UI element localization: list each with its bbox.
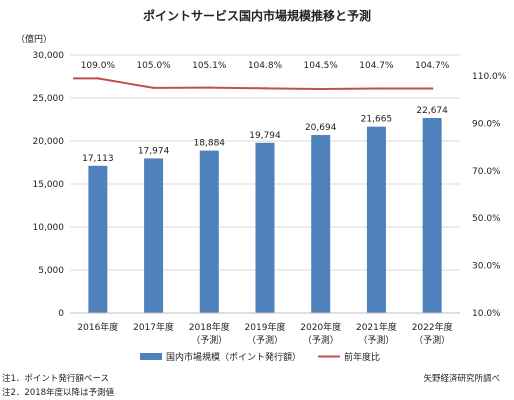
x-axis-tick-sublabel: （予測） <box>191 334 227 346</box>
line-data-label: 105.0% <box>136 61 171 71</box>
left-axis-tick-label: 15,000 <box>33 180 65 190</box>
footnote-2: 注2．2018年度以降は予測値 <box>2 388 115 398</box>
chart-title: ポイントサービス国内市場規模推移と予測 <box>143 8 371 23</box>
line-point <box>263 87 267 90</box>
bar <box>422 118 442 313</box>
line-data-label: 104.7% <box>359 61 394 71</box>
line-data-label: 105.1% <box>192 61 227 71</box>
x-axis-tick-label: 2019年度 <box>245 321 286 333</box>
right-axis-tick-label: 90.0% <box>472 119 501 129</box>
legend-bar-swatch <box>140 353 162 360</box>
bar <box>366 126 386 313</box>
legend-bar-label: 国内市場規模（ポイント発行額） <box>166 351 301 363</box>
bar-data-label: 17,113 <box>82 154 114 164</box>
right-axis-tick-label: 50.0% <box>472 214 501 224</box>
bar <box>255 142 275 313</box>
x-axis-tick-sublabel: （予測） <box>358 334 394 346</box>
line-series-path <box>73 77 433 91</box>
legend-line-label: 前年度比 <box>344 351 380 363</box>
source-credit: 矢野経済研究所調べ <box>423 374 500 384</box>
line-point <box>319 87 322 91</box>
x-axis-tick-label: 2016年度 <box>77 321 118 333</box>
line-point <box>430 87 434 90</box>
footnote-1: 注1．ポイント発行額ベース <box>2 374 109 384</box>
right-axis-tick-label: 30.0% <box>472 262 501 272</box>
x-axis-tick-sublabel: （予測） <box>303 334 339 346</box>
bar <box>311 135 331 313</box>
right-axis-tick-label: 10.0% <box>472 309 501 319</box>
line-point <box>96 77 100 80</box>
bar-data-label: 18,884 <box>194 139 226 149</box>
right-axis: 10.0% 30.0% 50.0% 70.0% 90.0% 110.0% <box>472 72 507 319</box>
y-axis-unit-label: （億円） <box>16 33 52 45</box>
left-axis-tick-label: 10,000 <box>33 223 65 233</box>
bar-data-label: 21,665 <box>361 115 393 125</box>
x-axis-tick-label: 2020年度 <box>300 321 341 333</box>
left-axis-tick-label: 5,000 <box>38 266 64 276</box>
left-axis: 0 5,000 10,000 15,000 20,000 25,000 30,000 <box>33 51 65 319</box>
bar <box>199 150 219 313</box>
left-axis-tick-label: 0 <box>58 309 64 319</box>
line-point <box>152 86 155 90</box>
bar-data-label: 19,794 <box>249 131 281 141</box>
line-data-label: 104.7% <box>415 61 450 71</box>
bar-data-label: 17,974 <box>138 146 170 156</box>
bar <box>88 165 108 313</box>
x-axis-tick-sublabel: （予測） <box>247 334 283 346</box>
right-axis-tick-label: 70.0% <box>472 167 501 177</box>
line-data-label: 104.8% <box>248 61 283 71</box>
left-axis-tick-label: 20,000 <box>33 137 65 147</box>
left-axis-tick-label: 25,000 <box>33 94 65 104</box>
bar-series: 17,113 17,974 18,884 19,794 20,694 21,665 22,6… <box>82 106 448 313</box>
x-axis-tick-label: 2018年度 <box>189 321 230 333</box>
bar-data-label: 20,694 <box>305 123 337 133</box>
line-series: 109.0% 105.0% 105.1% 104.8% 104.5% 104.7% 104.… <box>73 61 450 91</box>
line-data-label: 109.0% <box>81 61 116 71</box>
x-axis-tick-label: 2022年度 <box>412 321 453 333</box>
bar-data-label: 22,674 <box>416 106 448 116</box>
left-axis-tick-label: 30,000 <box>33 51 65 61</box>
line-point <box>375 87 378 90</box>
x-axis: 2016年度 2017年度 2018年度（予測）2019年度（予測）2020年度（予… <box>70 312 460 346</box>
x-axis-tick-label: 2017年度 <box>133 321 174 333</box>
x-axis-tick-sublabel: （予測） <box>414 334 450 346</box>
x-axis-tick-label: 2021年度 <box>356 321 397 333</box>
right-axis-tick-label: 110.0% <box>472 72 507 82</box>
line-point <box>208 86 211 89</box>
legend: 国内市場規模（ポイント発行額） 前年度比 <box>140 351 380 363</box>
bar <box>144 158 164 313</box>
line-data-label: 104.5% <box>304 61 339 71</box>
